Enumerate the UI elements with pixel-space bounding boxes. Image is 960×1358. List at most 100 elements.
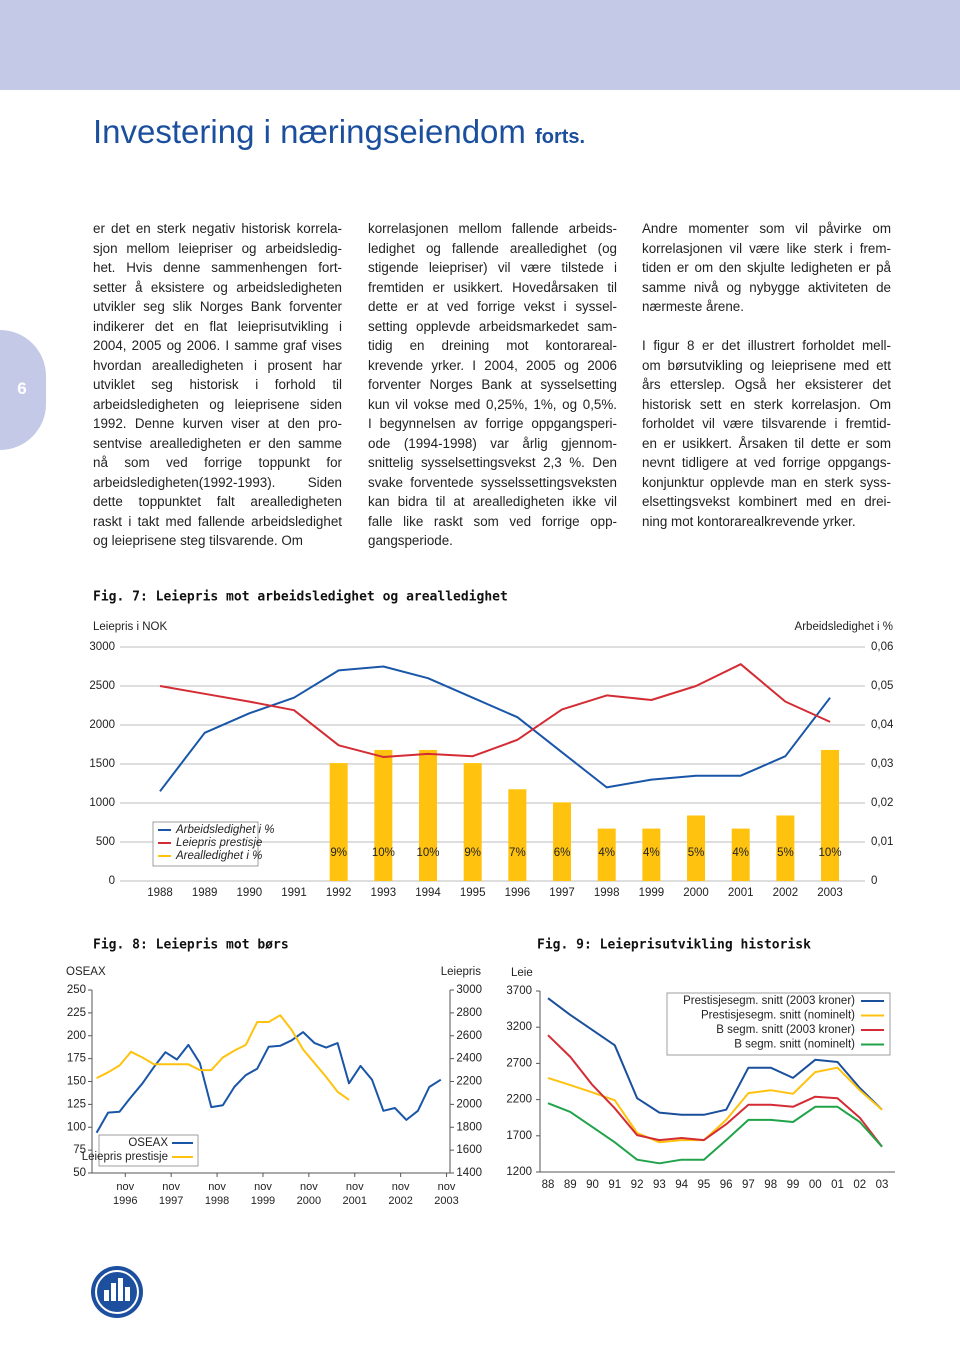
text-line: I figur 8 er det illustrert forholdet me…	[642, 338, 891, 353]
x-tick-label: 98	[764, 1179, 777, 1191]
bar	[329, 763, 348, 881]
legend-label: Leiepris prestisje	[176, 837, 262, 849]
y-axis-label: Leiepris i NOK	[93, 621, 167, 633]
text-line: gangsperiode.	[368, 533, 453, 548]
line-series	[159, 665, 831, 792]
data-label: 10%	[372, 847, 395, 859]
x-tick-label: 97	[742, 1179, 755, 1191]
x-tick-label: 1993	[371, 887, 397, 899]
x-tick-label: nov 1999	[250, 1181, 276, 1207]
y-tick-label: 1200	[506, 1166, 532, 1178]
y2-tick-label: 0,06	[871, 641, 893, 653]
x-tick-label: 1996	[505, 887, 531, 899]
bar	[821, 749, 840, 881]
text-line: konjunktur opplevde man en sterk syss-	[642, 474, 891, 490]
text-line: stigende leiepriser) vil være tilstede i	[368, 260, 617, 275]
bar	[374, 749, 393, 881]
x-tick-label: 93	[653, 1179, 666, 1191]
text-line: nærmeste årene.	[642, 299, 744, 314]
y-axis-label: Leie	[511, 967, 533, 979]
x-tick-label: nov 1996	[113, 1181, 138, 1207]
chart-title: Fig. 9: Leieprisutvikling historisk	[537, 938, 811, 953]
x-tick-label: 1995	[460, 887, 486, 899]
y2-tick-label: 2400	[456, 1053, 482, 1065]
title-text: Investering i næringseiendom	[93, 113, 526, 150]
data-label: 6%	[554, 847, 571, 859]
text-line: setter å eksistere og arbeidsledigheten	[93, 279, 342, 295]
text-line: tiden er om den skjulte ledigheten er på	[642, 260, 891, 275]
data-label: 4%	[643, 847, 660, 859]
data-label: 7%	[509, 847, 526, 859]
text-line: arbeidsledigheten(1992-1993). Siden	[93, 474, 342, 490]
y-tick-label: 1500	[89, 758, 115, 770]
bar	[731, 828, 750, 881]
text-line: sentvise arealledigheten er den samme	[93, 435, 342, 451]
title-suffix: forts.	[535, 126, 586, 148]
x-tick-label: nov 1997	[158, 1181, 184, 1207]
bar	[687, 815, 706, 881]
x-tick-label: 89	[564, 1179, 577, 1191]
text-line: er det en sterk negativ historisk korrel…	[93, 221, 342, 236]
text-column: korrelasjonen mellom fallende arbeids-le…	[368, 219, 617, 570]
x-tick-label: nov 2000	[296, 1181, 322, 1207]
x-tick-label: 2001	[728, 887, 754, 899]
y-tick-label: 3000	[89, 641, 115, 653]
text-line: års etterslep. Også her eksisterer det	[642, 377, 891, 392]
y-tick-label: 50	[73, 1167, 86, 1179]
x-tick-label: 94	[675, 1179, 688, 1191]
legend-box	[98, 1134, 199, 1167]
paragraph: Andre momenter som vil påvirke om korrela…	[642, 219, 891, 317]
bar	[553, 802, 572, 881]
bar	[419, 749, 438, 881]
text-column: er det en sterk negativ historisk korrel…	[93, 219, 342, 570]
y2-tick-label: 0	[871, 875, 877, 887]
text-line: en er usikkert. Årsaken til dette er som	[642, 435, 891, 451]
y2-axis-label: Arbeidsledighet i %	[795, 621, 893, 633]
y-tick-label: 75	[73, 1144, 86, 1156]
text-line: elsettingsvekst kombinert med en drei-	[642, 494, 891, 509]
text-line: arbeidsledigheten og leieprisene siden	[93, 396, 342, 412]
bar	[776, 815, 795, 881]
text-line: kun vil vokse med 0,25%, 1%, og 0,5%.	[368, 396, 617, 412]
y2-tick-label: 0,04	[871, 719, 894, 731]
data-label: 5%	[777, 847, 794, 859]
text-line: nå som ved forrige toppunkt for	[93, 455, 342, 470]
y-tick-label: 1700	[506, 1130, 532, 1142]
y-tick-label: 250	[67, 984, 86, 996]
text-line: forholdet vil være tilsvarende i fremtid…	[642, 416, 891, 431]
text-line: historisk sett en sterk korrelasjon. Om	[642, 396, 891, 412]
paragraph: korrelasjonen mellom fallende arbeids-le…	[368, 219, 617, 551]
line-series	[547, 1102, 883, 1165]
y-tick-label: 2500	[89, 680, 115, 692]
legend-box	[666, 992, 891, 1056]
x-tick-label: 1989	[192, 887, 218, 899]
y-tick-label: 2700	[506, 1057, 532, 1069]
y2-tick-label: 0,05	[871, 680, 893, 692]
text-line: raskt i takt med fallende arbeidsledighe…	[93, 513, 342, 529]
text-line: om børsutvikling og leieprisene med ett	[642, 357, 891, 373]
text-column: Andre momenter som vil påvirke om korrela…	[642, 219, 891, 551]
y2-tick-label: 1800	[456, 1121, 482, 1133]
y2-tick-label: 0,02	[871, 797, 893, 809]
text-line: het. Hvis denne sammenhengen fort-	[93, 260, 342, 275]
text-line: korrelasjonen mellom fallende arbeids-	[368, 221, 617, 236]
y-tick-label: 100	[67, 1121, 86, 1133]
text-line: kan bidra til at arealledigheten ikke vi…	[368, 494, 617, 509]
text-line: svake forventede sysselssettingsveksten	[368, 474, 617, 490]
text-line: 2004, 2005 og 2006. I samme graf vises	[93, 338, 342, 353]
x-tick-label: 1994	[415, 887, 441, 899]
x-tick-label: 99	[787, 1179, 800, 1191]
text-line: tidig en dreining mot kontorareal-	[368, 338, 617, 353]
y-tick-label: 1000	[89, 797, 115, 809]
bar	[463, 763, 482, 881]
text-line: hvordan arealledigheten i prosent har	[93, 357, 342, 373]
text-line: dette er at ved forrige vekst i syssel-	[368, 299, 617, 314]
y2-tick-label: 1600	[456, 1144, 482, 1156]
x-tick-label: 90	[586, 1179, 599, 1191]
line-series	[547, 997, 883, 1116]
text-line: indikerer det en flat leieprisutvikling …	[93, 318, 342, 334]
x-tick-label: 2000	[683, 887, 709, 899]
y-tick-label: 2200	[506, 1094, 532, 1106]
y-tick-label: 150	[67, 1076, 86, 1088]
